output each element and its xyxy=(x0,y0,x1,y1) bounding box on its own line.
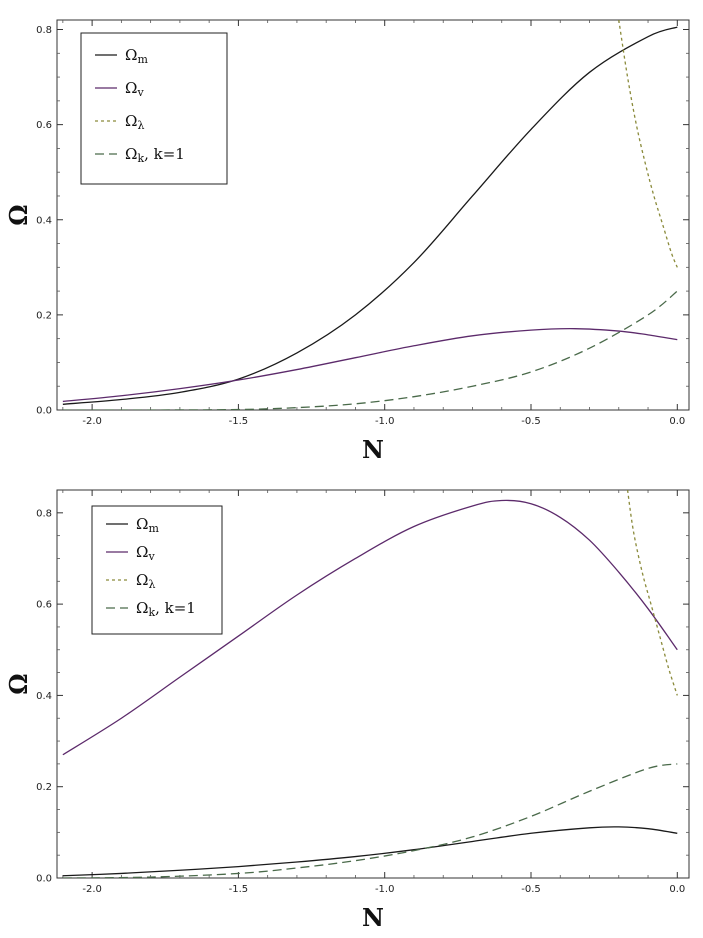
y-tick-label: 0.8 xyxy=(36,508,52,519)
series-line-omega-k xyxy=(62,763,678,878)
y-tick-label: 0.4 xyxy=(36,691,52,702)
x-tick-label: -1.0 xyxy=(375,884,395,895)
plot-frame xyxy=(56,19,690,411)
x-tick-label: -1.5 xyxy=(229,884,249,895)
chart-panel-1: -2.0 -1.5 -1.0 -0.5 0.0 0.0 0.2 0.4 0.6 0.8 N Ω Ωm Ωv… xyxy=(4,19,690,464)
x-axis-label: N xyxy=(362,435,384,464)
legend: Ωm Ωv Ωλ Ωk, k=1 xyxy=(91,505,223,635)
y-tick-label: 0.6 xyxy=(36,120,52,131)
y-tick-label: 0.2 xyxy=(36,782,52,793)
y-tick-label: 0.4 xyxy=(36,215,52,226)
x-tick-label: -2.0 xyxy=(82,884,102,895)
legend-label-omega-v: Ωv xyxy=(136,543,155,563)
legend-box xyxy=(80,32,228,185)
plot-frame xyxy=(56,489,690,879)
y-tick-label: 0.0 xyxy=(36,406,52,417)
legend: Ωm Ωv Ωλ Ωk, k=1 xyxy=(80,32,228,185)
x-tick-label: 0.0 xyxy=(669,884,685,895)
y-tick-label: 0.2 xyxy=(36,310,52,321)
chart-panel-2: -2.0 -1.5 -1.0 -0.5 0.0 0.0 0.2 0.4 0.6 0.8 N Ω Ωm Ωv… xyxy=(4,489,690,932)
y-tick-label: 0.0 xyxy=(36,874,52,885)
series-line-omega-v xyxy=(62,327,678,403)
y-tick-label: 0.6 xyxy=(36,600,52,611)
series-line-omega-m xyxy=(62,26,678,405)
legend-label-omega-v: Ωv xyxy=(125,79,144,99)
legend-label-omega-k: Ωk, k=1 xyxy=(136,599,196,619)
x-tick-label: 0.0 xyxy=(669,416,685,427)
series-line-omega-k xyxy=(62,290,678,410)
x-tick-label: -0.5 xyxy=(521,884,541,895)
x-tick-label: -1.0 xyxy=(375,416,395,427)
legend-label-omega-k: Ωk, k=1 xyxy=(125,145,185,165)
x-axis-label: N xyxy=(362,903,384,932)
y-tick-label: 0.8 xyxy=(36,25,52,36)
legend-label-omega-m: Ωm xyxy=(125,46,148,66)
legend-label-omega-lambda: Ωλ xyxy=(136,571,155,591)
series-line-omega-m xyxy=(62,826,678,877)
x-tick-label: -1.5 xyxy=(229,416,249,427)
x-tick-label: -0.5 xyxy=(521,416,541,427)
series-line-omega-v xyxy=(62,499,678,756)
series-line-omega-lambda xyxy=(626,490,678,696)
y-axis-label: Ω xyxy=(4,204,33,225)
x-tick-label: -2.0 xyxy=(82,416,102,427)
legend-label-omega-lambda: Ωλ xyxy=(125,112,144,132)
legend-box xyxy=(91,505,223,635)
legend-label-omega-m: Ωm xyxy=(136,515,159,535)
y-axis-label: Ω xyxy=(4,673,33,694)
series-line-omega-lambda xyxy=(618,20,678,268)
